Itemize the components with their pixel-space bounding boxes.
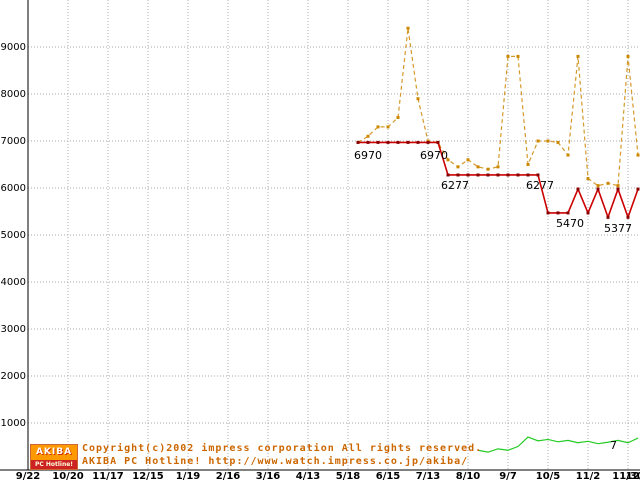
lowest-price-marker <box>546 211 550 215</box>
y-tick-label: 6000 <box>1 183 26 194</box>
pc-hotline-logo-text: PC Hotline! <box>31 460 77 469</box>
x-tick-label: 2/16 <box>216 471 241 480</box>
y-tick-label: 5000 <box>1 230 26 241</box>
average-price-marker <box>536 139 540 143</box>
average-price-marker <box>476 165 480 169</box>
average-price-marker <box>586 177 590 181</box>
lowest-price-marker <box>426 140 430 144</box>
lowest-price-marker <box>496 173 500 177</box>
copyright-text: Copyright(c)2002 impress corporation All… <box>82 443 483 454</box>
lowest-price-marker <box>486 173 490 177</box>
average-price-marker <box>556 140 560 144</box>
akiba-logo-text: AKIBA <box>31 445 77 460</box>
value-annotation: 6277 <box>441 179 469 192</box>
lowest-price-marker <box>506 173 510 177</box>
x-tick-label: 5/18 <box>336 471 361 480</box>
x-tick-label: 10/5 <box>536 471 561 480</box>
x-tick-label: 12/7 <box>626 471 640 480</box>
x-tick-label: 1/19 <box>176 471 201 480</box>
average-price-marker <box>366 134 370 138</box>
lowest-price-marker <box>536 173 540 177</box>
lowest-price-marker <box>466 173 470 177</box>
lowest-price-marker <box>606 215 610 219</box>
lowest-price-marker <box>356 140 360 144</box>
lowest-price-line <box>358 141 639 220</box>
x-tick-label: 10/20 <box>52 471 84 480</box>
x-tick-label: 9/22 <box>16 471 41 480</box>
y-tick-label: 8000 <box>1 89 26 100</box>
lowest-price-marker <box>586 211 590 215</box>
y-tick-label: 7000 <box>1 136 26 147</box>
lowest-price-marker <box>516 173 520 177</box>
lowest-price-marker <box>616 187 620 191</box>
lowest-price-marker <box>576 187 580 191</box>
akiba-logo: AKIBA PC Hotline! <box>30 444 78 470</box>
x-tick-label: 8/10 <box>456 471 481 480</box>
average-price-marker <box>596 184 600 188</box>
lowest-price-marker <box>366 140 370 144</box>
average-price-marker <box>466 158 470 162</box>
value-annotation: 5470 <box>556 217 584 230</box>
lowest-price-marker <box>596 187 600 191</box>
average-price-marker <box>546 139 550 143</box>
lowest-price-marker <box>416 140 420 144</box>
lowest-price-marker <box>386 140 390 144</box>
value-annotation: 6970 <box>354 149 382 162</box>
average-price-marker <box>616 184 620 188</box>
y-tick-label: 3000 <box>1 324 26 335</box>
x-tick-label: 3/16 <box>256 471 281 480</box>
x-tick-label: 9/7 <box>499 471 517 480</box>
lowest-price-marker <box>566 211 570 215</box>
average-price-marker <box>486 167 490 171</box>
x-tick-label: 12/15 <box>132 471 164 480</box>
lowest-price-marker <box>436 140 440 144</box>
lowest-price-marker <box>396 140 400 144</box>
average-price-marker <box>406 26 410 30</box>
x-tick-label: 11/2 <box>576 471 601 480</box>
y-tick-label: 1000 <box>1 418 26 429</box>
lowest-price-marker <box>376 140 380 144</box>
lowest-price-marker <box>526 173 530 177</box>
average-price-marker <box>636 153 640 157</box>
y-tick-label: 2000 <box>1 371 26 382</box>
average-price-marker <box>566 153 570 157</box>
average-price-marker <box>496 165 500 169</box>
average-price-marker <box>416 97 420 101</box>
average-price-marker <box>376 125 380 129</box>
lowest-price-marker <box>406 140 410 144</box>
average-price-marker <box>606 181 610 185</box>
value-annotation: 5377 <box>604 222 632 235</box>
site-url-text: AKIBA PC Hotline! http://www.watch.impre… <box>82 456 469 467</box>
value-annotation: 6970 <box>420 149 448 162</box>
average-price-marker <box>526 163 530 166</box>
x-tick-label: 6/15 <box>376 471 401 480</box>
lowest-price-marker <box>626 215 630 219</box>
lowest-price-marker <box>456 173 460 177</box>
average-price-marker <box>446 158 450 162</box>
value-annotation: 7 <box>610 439 617 452</box>
average-price-line <box>357 28 639 187</box>
x-tick-label: 11/17 <box>92 471 124 480</box>
x-tick-label: 7/13 <box>416 471 441 480</box>
average-price-marker <box>386 125 390 129</box>
x-tick-label: 4/13 <box>296 471 321 480</box>
lowest-price-marker <box>476 173 480 177</box>
y-tick-label: 9000 <box>1 42 26 53</box>
lowest-price-marker <box>446 173 450 177</box>
shop-count-line <box>477 436 639 453</box>
lowest-price-marker <box>636 187 640 191</box>
average-price-marker <box>506 54 510 58</box>
average-price-marker <box>396 116 400 119</box>
x-tick-label: 11/30 <box>612 471 640 480</box>
average-price-marker <box>626 54 630 58</box>
value-annotation: 6277 <box>526 179 554 192</box>
average-price-marker <box>576 54 580 58</box>
average-price-marker <box>516 54 520 58</box>
y-tick-label: 4000 <box>1 277 26 288</box>
lowest-price-marker <box>556 211 560 215</box>
average-price-marker <box>456 165 460 169</box>
